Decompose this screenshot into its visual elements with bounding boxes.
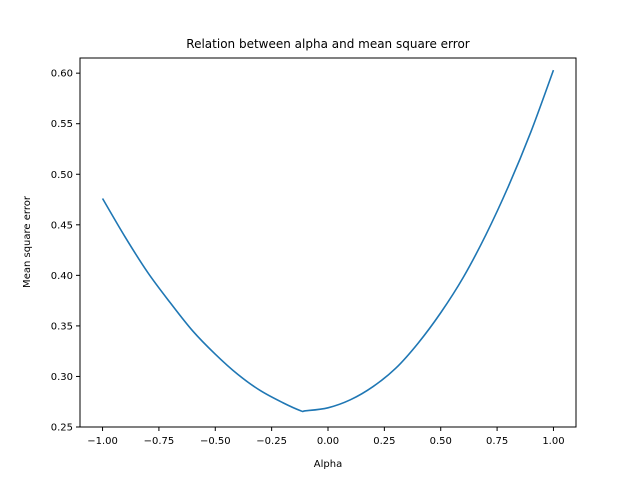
x-tick-label: −0.75 bbox=[144, 436, 175, 447]
y-tick-label: 0.40 bbox=[51, 271, 73, 282]
x-tick-label: 0.75 bbox=[486, 436, 508, 447]
y-axis-label: Mean square error bbox=[22, 195, 33, 288]
x-tick-label: 0.25 bbox=[373, 436, 395, 447]
x-tick-label: 0.00 bbox=[317, 436, 339, 447]
y-tick-label: 0.50 bbox=[51, 170, 73, 181]
x-tick-label: 0.50 bbox=[430, 436, 452, 447]
plot-frame bbox=[79, 57, 577, 428]
y-tick-label: 0.35 bbox=[51, 321, 73, 332]
y-tick-label: 0.30 bbox=[51, 372, 73, 383]
y-tick-label: 0.60 bbox=[51, 69, 73, 80]
y-tick-label: 0.45 bbox=[51, 220, 73, 231]
x-axis: −1.00 −0.75 −0.50 −0.25 0.00 0.25 0.50 0.75 1.00 bbox=[87, 427, 565, 447]
x-tick-label: −0.50 bbox=[200, 436, 231, 447]
x-tick-label: −0.25 bbox=[256, 436, 287, 447]
y-axis: 0.25 0.30 0.35 0.40 0.45 0.50 0.55 0.60 bbox=[51, 69, 80, 434]
y-tick-label: 0.55 bbox=[51, 119, 73, 130]
series-line-0 bbox=[101, 69, 555, 413]
y-tick-label: 0.25 bbox=[51, 423, 73, 434]
chart-title: Relation between alpha and mean square e… bbox=[186, 37, 470, 51]
x-tick-label: 1.00 bbox=[542, 436, 564, 447]
x-tick-label: −1.00 bbox=[87, 436, 118, 447]
x-axis-label: Alpha bbox=[314, 459, 342, 470]
plot-area bbox=[101, 69, 555, 413]
